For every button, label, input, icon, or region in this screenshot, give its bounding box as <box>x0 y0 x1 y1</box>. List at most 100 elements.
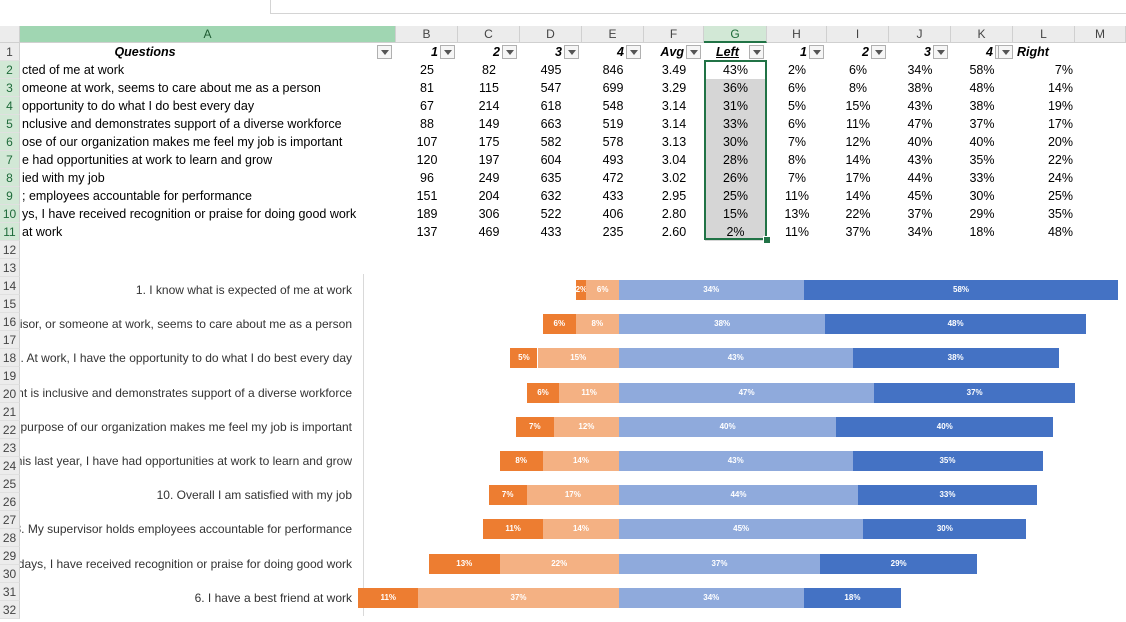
row-header-4[interactable]: 4 <box>0 97 20 115</box>
question-cell[interactable]: ; employees accountable for performance <box>22 189 252 203</box>
data-cell-j[interactable]: 47% <box>907 117 933 131</box>
data-cell-g[interactable]: 15% <box>722 207 749 221</box>
row-header-27[interactable]: 27 <box>0 511 20 529</box>
row-header-11[interactable]: 11 <box>0 223 20 241</box>
data-cell-l[interactable]: 20% <box>1047 135 1073 149</box>
question-cell[interactable]: omeone at work, seems to care about me a… <box>22 81 321 95</box>
data-cell-h[interactable]: 13% <box>784 207 810 221</box>
data-cell-d[interactable]: 433 <box>540 225 562 239</box>
data-cell-h[interactable]: 7% <box>787 135 807 149</box>
bar-segment-3[interactable]: 45% <box>619 519 864 539</box>
data-cell-c[interactable]: 204 <box>478 189 500 203</box>
data-cell-e[interactable]: 846 <box>602 63 624 77</box>
bar-segment-4[interactable]: 18% <box>803 588 902 608</box>
data-cell-b[interactable]: 67 <box>420 99 434 113</box>
data-cell-j[interactable]: 34% <box>907 63 933 77</box>
bar-segment-4[interactable]: 48% <box>825 314 1086 334</box>
bar-segment-1[interactable]: 5% <box>510 348 538 368</box>
row-header-5[interactable]: 5 <box>0 115 20 133</box>
data-cell-e[interactable]: 578 <box>602 135 624 149</box>
column-header-d[interactable]: D <box>520 26 582 43</box>
data-cell-f[interactable]: 3.13 <box>661 135 687 149</box>
fill-handle[interactable] <box>763 236 771 244</box>
row-header-31[interactable]: 31 <box>0 583 20 601</box>
bar-segment-2[interactable]: 11% <box>559 383 619 403</box>
bar-segment-1[interactable]: 2% <box>575 280 587 300</box>
data-cell-c[interactable]: 149 <box>478 117 500 131</box>
data-cell-e[interactable]: 433 <box>602 189 624 203</box>
data-cell-e[interactable]: 519 <box>602 117 624 131</box>
data-cell-l[interactable]: 24% <box>1047 171 1073 185</box>
data-cell-h[interactable]: 6% <box>787 117 807 131</box>
row-header-7[interactable]: 7 <box>0 151 20 169</box>
data-cell-e[interactable]: 472 <box>602 171 624 185</box>
bar-segment-1[interactable]: 11% <box>483 519 543 539</box>
data-cell-c[interactable]: 82 <box>482 63 496 77</box>
data-cell-c[interactable]: 175 <box>478 135 500 149</box>
bar-segment-1[interactable]: 6% <box>543 314 576 334</box>
data-cell-k[interactable]: 37% <box>969 117 995 131</box>
bar-segment-3[interactable]: 40% <box>619 417 837 437</box>
data-cell-c[interactable]: 115 <box>479 81 499 95</box>
data-cell-l[interactable]: 14% <box>1047 81 1073 95</box>
bar-segment-1[interactable]: 8% <box>499 451 543 471</box>
row-header-26[interactable]: 26 <box>0 493 20 511</box>
question-cell[interactable]: ys, I have received recognition or prais… <box>22 207 357 221</box>
row-header-8[interactable]: 8 <box>0 169 20 187</box>
data-cell-i[interactable]: 6% <box>848 63 868 77</box>
data-cell-k[interactable]: 33% <box>969 171 995 185</box>
column-header-e[interactable]: E <box>582 26 644 43</box>
bar-segment-4[interactable]: 38% <box>852 348 1059 368</box>
formula-bar[interactable] <box>270 0 1126 14</box>
data-cell-d[interactable]: 663 <box>540 117 562 131</box>
bar-segment-2[interactable]: 37% <box>418 588 619 608</box>
filter-dropdown-c[interactable] <box>502 45 517 59</box>
bar-segment-1[interactable]: 11% <box>358 588 419 608</box>
bar-segment-4[interactable]: 30% <box>863 519 1027 539</box>
data-cell-g[interactable]: 36% <box>722 81 749 95</box>
data-cell-d[interactable]: 522 <box>540 207 562 221</box>
data-cell-b[interactable]: 137 <box>416 225 438 239</box>
data-cell-e[interactable]: 493 <box>602 153 624 167</box>
bar-segment-4[interactable]: 29% <box>819 554 978 574</box>
data-cell-f[interactable]: 3.14 <box>661 117 687 131</box>
column-header-f[interactable]: F <box>644 26 704 43</box>
data-cell-b[interactable]: 120 <box>416 153 438 167</box>
bar-segment-3[interactable]: 43% <box>619 348 853 368</box>
bar-segment-1[interactable]: 13% <box>429 554 500 574</box>
data-cell-k[interactable]: 29% <box>969 207 995 221</box>
row-header-18[interactable]: 18 <box>0 349 20 367</box>
data-cell-f[interactable]: 2.95 <box>661 189 687 203</box>
data-cell-c[interactable]: 214 <box>478 99 500 113</box>
row-header-20[interactable]: 20 <box>0 385 20 403</box>
data-cell-b[interactable]: 189 <box>416 207 438 221</box>
data-cell-g[interactable]: 2% <box>726 225 745 239</box>
data-cell-d[interactable]: 635 <box>540 171 562 185</box>
row-header-24[interactable]: 24 <box>0 457 20 475</box>
question-cell[interactable]: at work <box>22 225 63 239</box>
data-cell-e[interactable]: 699 <box>602 81 624 95</box>
row-header-3[interactable]: 3 <box>0 79 20 97</box>
filter-dropdown-f[interactable] <box>686 45 701 59</box>
data-cell-k[interactable]: 35% <box>969 153 995 167</box>
row-header-30[interactable]: 30 <box>0 565 20 583</box>
data-cell-b[interactable]: 25 <box>420 63 434 77</box>
data-cell-d[interactable]: 582 <box>540 135 562 149</box>
bar-segment-4[interactable]: 35% <box>852 451 1043 471</box>
column-header-j[interactable]: J <box>889 26 951 43</box>
data-cell-e[interactable]: 406 <box>602 207 624 221</box>
data-cell-g[interactable]: 33% <box>722 117 749 131</box>
data-cell-i[interactable]: 14% <box>845 153 871 167</box>
row-header-19[interactable]: 19 <box>0 367 20 385</box>
column-header-g[interactable]: G <box>704 26 767 43</box>
filter-dropdown-d[interactable] <box>564 45 579 59</box>
bar-segment-3[interactable]: 43% <box>619 451 853 471</box>
column-header-m[interactable]: M <box>1075 26 1126 43</box>
data-cell-g[interactable]: 31% <box>722 99 749 113</box>
data-cell-c[interactable]: 249 <box>478 171 500 185</box>
question-cell[interactable]: nclusive and demonstrates support of a d… <box>22 117 342 131</box>
row-header-12[interactable]: 12 <box>0 241 20 259</box>
column-header-k[interactable]: K <box>951 26 1013 43</box>
data-cell-h[interactable]: 11% <box>784 225 810 239</box>
bar-segment-4[interactable]: 33% <box>857 485 1038 505</box>
